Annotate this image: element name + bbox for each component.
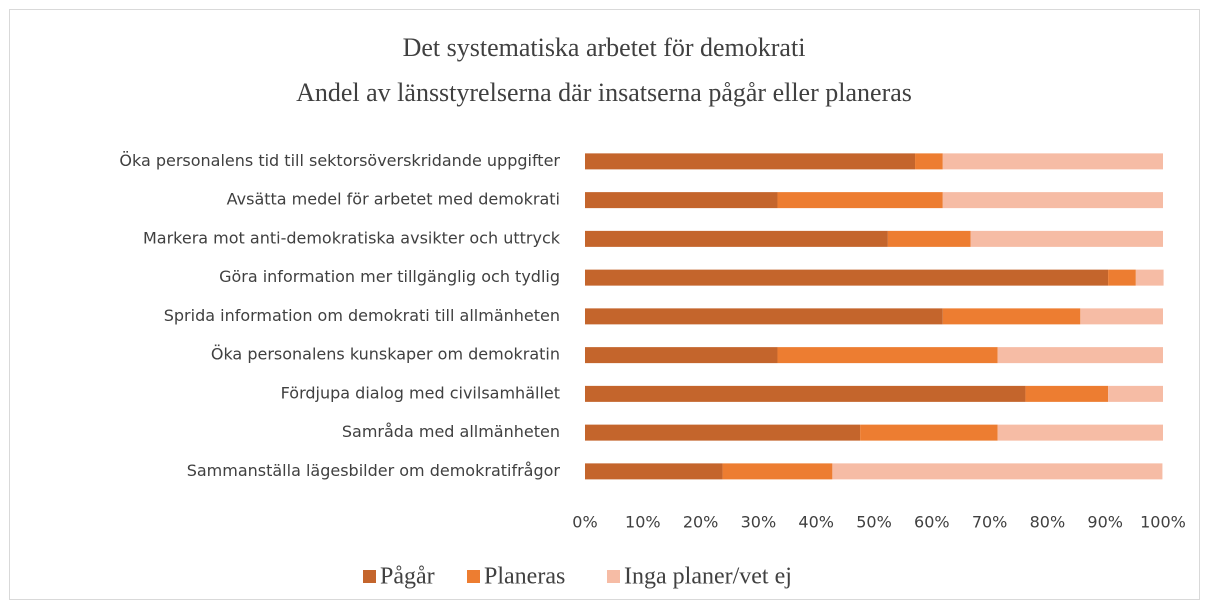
y-tick-label: Avsätta medel för arbetet med demokrati xyxy=(227,190,560,209)
bar-segment xyxy=(585,308,943,325)
y-tick-label: Öka personalens kunskaper om demokratin xyxy=(211,345,560,364)
y-tick-label: Öka personalens tid till sektorsöverskri… xyxy=(119,151,560,170)
x-tick-label: 60% xyxy=(914,513,950,532)
bar-segment xyxy=(1108,385,1163,402)
bar-segment xyxy=(585,153,916,170)
x-tick-label: 70% xyxy=(972,513,1008,532)
chart-subtitle: Andel av länsstyrelserna där insatserna … xyxy=(296,78,912,107)
bar-segment xyxy=(585,463,723,480)
x-tick-label: 90% xyxy=(1087,513,1123,532)
chart-frame xyxy=(9,9,1200,600)
bar-segment xyxy=(1135,269,1164,286)
y-tick-label: Sprida information om demokrati till all… xyxy=(164,306,560,325)
bar-segment xyxy=(942,153,1163,170)
x-tick-label: 50% xyxy=(856,513,892,532)
bar-segment xyxy=(722,463,833,480)
x-tick-label: 40% xyxy=(798,513,834,532)
y-tick-label: Samråda med allmänheten xyxy=(342,422,560,441)
legend-label: Pågår xyxy=(380,564,435,590)
bar-segment xyxy=(942,192,1163,209)
legend-swatch xyxy=(467,570,480,583)
bar-segment xyxy=(997,347,1163,364)
bar-segment xyxy=(1025,385,1109,402)
legend-swatch xyxy=(607,570,620,583)
chart-title: Det systematiska arbetet för demokrati xyxy=(403,33,806,62)
bar-segment xyxy=(585,192,778,209)
x-tick-label: 100% xyxy=(1140,513,1186,532)
bar-segment xyxy=(777,192,943,209)
bar-segment xyxy=(1080,308,1163,325)
bar-segment xyxy=(997,424,1163,441)
bar-segment xyxy=(942,308,1081,325)
bar-segment xyxy=(1108,269,1136,286)
bar-segment xyxy=(777,347,998,364)
bar-segment xyxy=(585,230,888,247)
legend-label: Planeras xyxy=(484,564,565,590)
bar-segment xyxy=(860,424,998,441)
bar-segment xyxy=(585,424,861,441)
bar-segment xyxy=(585,269,1109,286)
y-tick-label: Göra information mer tillgänglig och tyd… xyxy=(219,267,560,286)
x-tick-label: 80% xyxy=(1030,513,1066,532)
bar-segment xyxy=(970,230,1163,247)
bar-segment xyxy=(915,153,943,170)
bar-segment xyxy=(585,385,1026,402)
x-tick-label: 0% xyxy=(572,513,597,532)
x-tick-label: 20% xyxy=(683,513,719,532)
legend-label: Inga planer/vet ej xyxy=(624,564,792,590)
bar-segment xyxy=(887,230,971,247)
y-tick-label: Fördjupa dialog med civilsamhället xyxy=(281,383,560,402)
y-tick-label: Markera mot anti-demokratiska avsikter o… xyxy=(143,228,561,247)
x-tick-label: 30% xyxy=(741,513,777,532)
y-tick-label: Sammanställa lägesbilder om demokratifrå… xyxy=(187,461,561,480)
bar-segment xyxy=(832,463,1163,480)
x-tick-label: 10% xyxy=(625,513,661,532)
bar-segment xyxy=(585,347,778,364)
legend-swatch xyxy=(363,570,376,583)
